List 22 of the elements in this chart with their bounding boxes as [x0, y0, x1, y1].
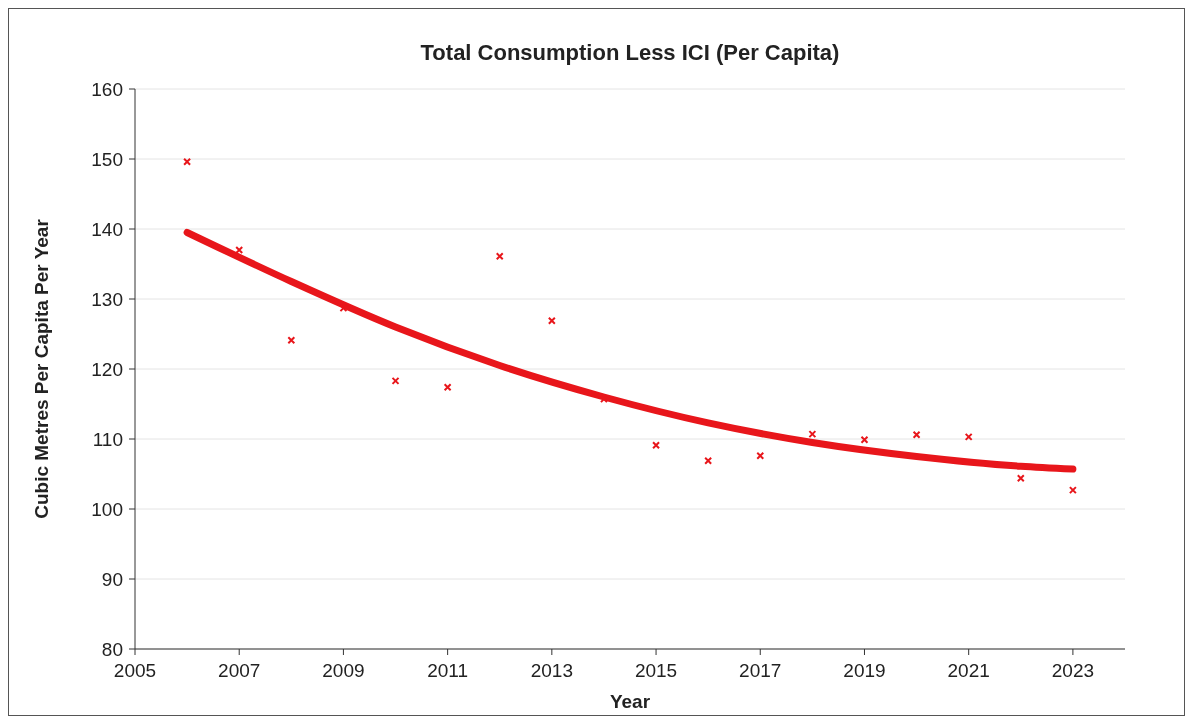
- x-tick-label: 2021: [947, 660, 990, 681]
- y-tick-label: 90: [101, 568, 123, 590]
- x-tick-label: 2007: [218, 660, 261, 681]
- y-tick-label: 110: [92, 428, 123, 450]
- x-axis-title: Year: [609, 691, 651, 712]
- y-tick-label: 140: [91, 218, 123, 240]
- y-tick-label: 160: [91, 78, 123, 100]
- x-tick-label: 2023: [1051, 660, 1095, 681]
- x-tick-label: 2013: [530, 660, 573, 681]
- x-tick-label: 2017: [739, 660, 782, 681]
- y-tick-label: 130: [91, 288, 123, 310]
- y-tick-label: 100: [91, 498, 123, 520]
- x-tick-label: 2009: [322, 660, 365, 681]
- y-tick-label: 120: [91, 358, 123, 380]
- x-tick-label: 2011: [427, 660, 469, 681]
- y-axis-title: Cubic Metres Per Capita Per Year: [31, 218, 52, 519]
- x-tick-label: 2019: [843, 660, 886, 681]
- y-tick-label: 150: [91, 148, 123, 170]
- chart-title: Total Consumption Less ICI (Per Capita): [420, 40, 840, 65]
- x-tick-label: 2015: [634, 660, 678, 681]
- y-tick-label: 80: [101, 638, 123, 660]
- x-tick-label: 2005: [113, 660, 157, 681]
